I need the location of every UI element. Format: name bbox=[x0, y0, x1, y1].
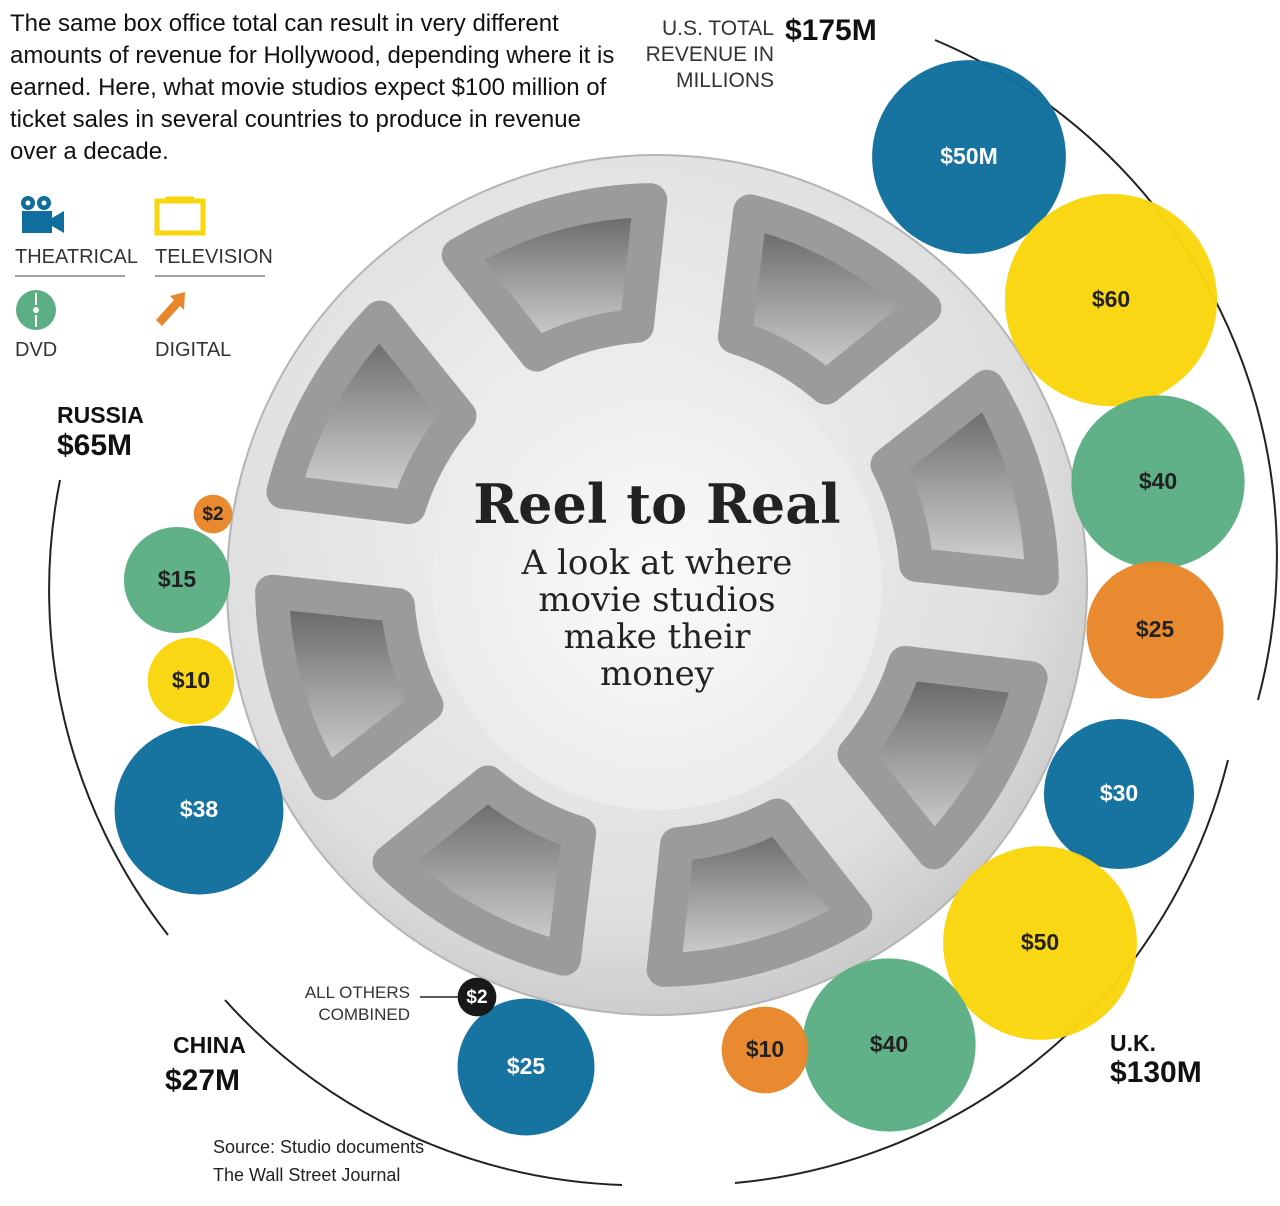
icon-theatrical bbox=[21, 196, 64, 233]
category-label: RUSSIA bbox=[57, 402, 144, 428]
value-label: $30 bbox=[1100, 780, 1138, 806]
value-label: $50 bbox=[1021, 929, 1059, 955]
reel-window bbox=[646, 798, 873, 987]
reel-window bbox=[717, 194, 942, 405]
category-label: CHINA bbox=[173, 1032, 246, 1058]
value-label: $40 bbox=[1139, 468, 1177, 494]
annotation: ALL OTHERS COMBINED bbox=[304, 983, 410, 1024]
reel-hub bbox=[432, 360, 882, 810]
value-label: $60 bbox=[1092, 286, 1130, 312]
bubble bbox=[872, 60, 1066, 254]
reel-window bbox=[372, 765, 597, 976]
total-label: $175M bbox=[785, 14, 877, 47]
bubble bbox=[457, 977, 497, 1017]
value-label: $38 bbox=[180, 796, 219, 822]
chart-title: Reel to Real bbox=[473, 472, 841, 536]
bubble bbox=[943, 846, 1137, 1040]
bubble bbox=[193, 494, 233, 534]
icon-television bbox=[154, 198, 206, 236]
legend-label: DVD bbox=[15, 339, 58, 361]
value-label: $50M bbox=[940, 143, 998, 169]
arc bbox=[734, 759, 1229, 1184]
bubble bbox=[457, 998, 595, 1136]
reel-window bbox=[837, 645, 1048, 870]
reel-window bbox=[255, 574, 444, 801]
category-label: U.S. TOTAL REVENUE IN MILLIONS bbox=[645, 17, 774, 92]
total-label: $65M bbox=[57, 429, 133, 462]
reel-window bbox=[870, 369, 1059, 596]
description: The same box office total can result in … bbox=[10, 10, 615, 165]
value-label: $10 bbox=[746, 1036, 784, 1062]
icon-digital bbox=[156, 292, 185, 326]
value-label: $2 bbox=[202, 504, 223, 525]
legend-label: TELEVISION bbox=[155, 246, 273, 268]
legend-label: DIGITAL bbox=[155, 339, 232, 361]
bubble bbox=[123, 526, 231, 634]
value-label: $15 bbox=[158, 566, 197, 592]
chart-subtitle: A look at where movie studios make their… bbox=[521, 543, 793, 694]
arc bbox=[48, 479, 169, 936]
reel-window bbox=[441, 183, 668, 372]
legend-label: THEATRICAL bbox=[15, 246, 138, 268]
value-label: $25 bbox=[507, 1053, 546, 1079]
bubble bbox=[114, 725, 284, 895]
bubble bbox=[721, 1006, 809, 1094]
source: Source: Studio documents bbox=[213, 1137, 425, 1157]
value-label: $2 bbox=[466, 987, 487, 1008]
reel-window bbox=[266, 300, 477, 525]
value-label: $10 bbox=[172, 667, 210, 693]
bubble bbox=[1043, 718, 1195, 870]
total-label: $27M bbox=[165, 1064, 241, 1097]
bubble bbox=[1071, 395, 1245, 569]
bubble bbox=[802, 958, 976, 1132]
decoration bbox=[15, 39, 1278, 1186]
arc bbox=[224, 999, 623, 1186]
total-label: $130M bbox=[1110, 1056, 1202, 1089]
credit: The Wall Street Journal bbox=[213, 1165, 401, 1185]
category-label: U.K. bbox=[1110, 1030, 1156, 1056]
bubble bbox=[1004, 193, 1218, 407]
value-label: $40 bbox=[870, 1031, 908, 1057]
value-label: $25 bbox=[1136, 616, 1175, 642]
bubble bbox=[147, 637, 235, 725]
icon-dvd bbox=[16, 290, 56, 330]
bubble bbox=[1086, 561, 1224, 699]
